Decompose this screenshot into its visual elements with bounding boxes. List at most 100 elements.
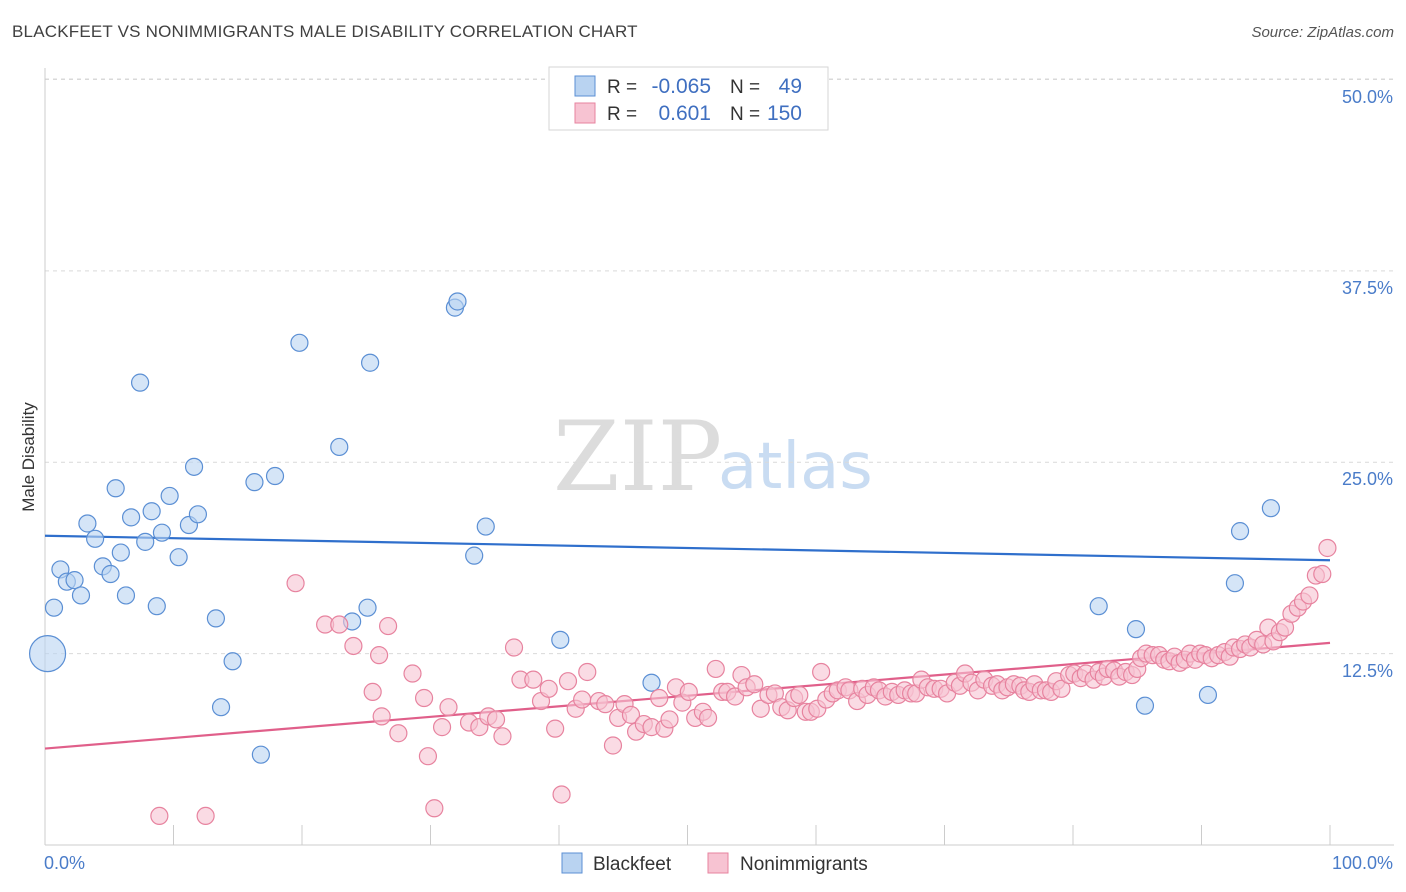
point-nonimmigrants	[524, 670, 543, 689]
grid-layer	[45, 78, 1394, 655]
point-blackfeet	[476, 517, 495, 536]
x-tick-label-100: 100.0%	[1332, 853, 1393, 873]
point-blackfeet	[169, 548, 188, 567]
point-blackfeet	[28, 635, 67, 673]
point-nonimmigrants	[552, 785, 571, 804]
point-nonimmigrants	[539, 679, 558, 698]
legend-n-value-nonimmigrants: 150	[767, 102, 802, 125]
point-blackfeet	[44, 598, 64, 617]
point-blackfeet	[330, 437, 349, 457]
axis-layer	[44, 68, 1394, 846]
y-tick-label-50-0: 50.0%	[1342, 87, 1393, 107]
point-blackfeet	[245, 473, 264, 492]
point-blackfeet	[1225, 574, 1245, 593]
point-blackfeet	[206, 609, 226, 628]
point-blackfeet	[136, 532, 155, 551]
point-blackfeet	[1089, 597, 1108, 616]
point-nonimmigrants	[745, 675, 764, 694]
point-nonimmigrants	[493, 727, 512, 746]
point-nonimmigrants	[363, 682, 382, 701]
legend-r-label-blackfeet: R =	[607, 77, 637, 98]
bottom-legend-label-nonimmigrants: Nonimmigrants	[740, 854, 868, 875]
point-blackfeet	[448, 292, 467, 311]
point-nonimmigrants	[679, 682, 698, 701]
point-blackfeet	[1230, 522, 1250, 541]
point-blackfeet	[78, 514, 97, 533]
watermark-atlas: atlas	[718, 430, 873, 504]
stats-legend: R = -0.065 N = 49 R = 0.601 N = 150	[548, 66, 829, 131]
point-blackfeet	[1261, 499, 1280, 518]
series-legend: Blackfeet Nonimmigrants	[561, 852, 868, 875]
point-blackfeet	[71, 586, 91, 605]
point-nonimmigrants	[286, 574, 305, 593]
point-nonimmigrants	[432, 718, 452, 737]
point-nonimmigrants	[425, 799, 444, 818]
point-nonimmigrants	[418, 747, 438, 766]
point-blackfeet	[1198, 685, 1218, 705]
point-nonimmigrants	[1318, 538, 1337, 558]
point-nonimmigrants	[378, 616, 398, 636]
point-blackfeet	[106, 479, 125, 498]
point-nonimmigrants	[603, 736, 623, 755]
point-nonimmigrants	[372, 707, 391, 726]
watermark-zip: ZIP	[553, 401, 722, 513]
point-nonimmigrants	[660, 710, 679, 729]
x-tick-label-0: 0.0%	[44, 853, 85, 873]
point-nonimmigrants	[1052, 679, 1071, 698]
point-nonimmigrants	[414, 688, 434, 708]
point-blackfeet	[642, 673, 661, 692]
legend-swatch-nonimmigrants	[574, 102, 596, 124]
point-nonimmigrants	[751, 699, 770, 718]
point-nonimmigrants	[1313, 564, 1332, 584]
bottom-legend-swatch-nonimmigrants	[707, 852, 729, 874]
point-blackfeet	[465, 546, 484, 565]
point-blackfeet	[160, 486, 179, 506]
point-blackfeet	[116, 586, 136, 605]
point-nonimmigrants	[196, 806, 215, 826]
chart-title: BLACKFEET VS NONIMMIGRANTS MALE DISABILI…	[12, 22, 638, 41]
point-blackfeet	[290, 333, 309, 352]
legend-r-value-nonimmigrants: 0.601	[658, 102, 711, 125]
point-blackfeet	[1135, 696, 1155, 715]
bottom-legend-label-blackfeet: Blackfeet	[593, 854, 672, 875]
point-nonimmigrants	[596, 695, 615, 714]
y-tick-label-25-0: 25.0%	[1342, 469, 1393, 489]
point-blackfeet	[142, 502, 161, 521]
point-nonimmigrants	[439, 698, 458, 717]
point-blackfeet	[111, 543, 130, 562]
legend-swatch-blackfeet	[574, 75, 596, 97]
point-blackfeet	[184, 457, 204, 476]
point-blackfeet	[121, 508, 141, 527]
point-nonimmigrants	[790, 685, 809, 705]
point-nonimmigrants	[150, 806, 169, 826]
trend-line-blackfeet	[44, 534, 1331, 562]
point-blackfeet	[223, 652, 242, 671]
point-blackfeet	[358, 598, 377, 617]
point-nonimmigrants	[344, 636, 363, 656]
point-nonimmigrants	[706, 659, 725, 679]
y-tick-label-37-5: 37.5%	[1342, 278, 1393, 298]
point-blackfeet	[147, 597, 166, 616]
point-blackfeet	[1126, 620, 1146, 639]
point-nonimmigrants	[621, 705, 641, 724]
point-blackfeet	[101, 564, 120, 584]
y-axis-title: Male Disability	[19, 402, 38, 512]
chart-source: Source: ZipAtlas.com	[1251, 24, 1394, 41]
point-nonimmigrants	[698, 708, 718, 728]
point-nonimmigrants	[389, 724, 408, 743]
point-nonimmigrants	[546, 719, 565, 738]
point-nonimmigrants	[330, 615, 349, 634]
legend-n-label-nonimmigrants: N =	[730, 104, 760, 125]
point-nonimmigrants	[504, 638, 524, 657]
point-blackfeet	[65, 571, 84, 590]
point-nonimmigrants	[573, 690, 592, 709]
bottom-legend-swatch-blackfeet	[561, 852, 583, 874]
point-nonimmigrants	[578, 662, 597, 682]
point-blackfeet	[551, 630, 570, 649]
point-nonimmigrants	[812, 662, 831, 682]
point-blackfeet	[265, 466, 285, 486]
point-nonimmigrants	[558, 672, 578, 691]
points-layer	[28, 68, 1337, 826]
legend-n-label-blackfeet: N =	[730, 77, 760, 98]
